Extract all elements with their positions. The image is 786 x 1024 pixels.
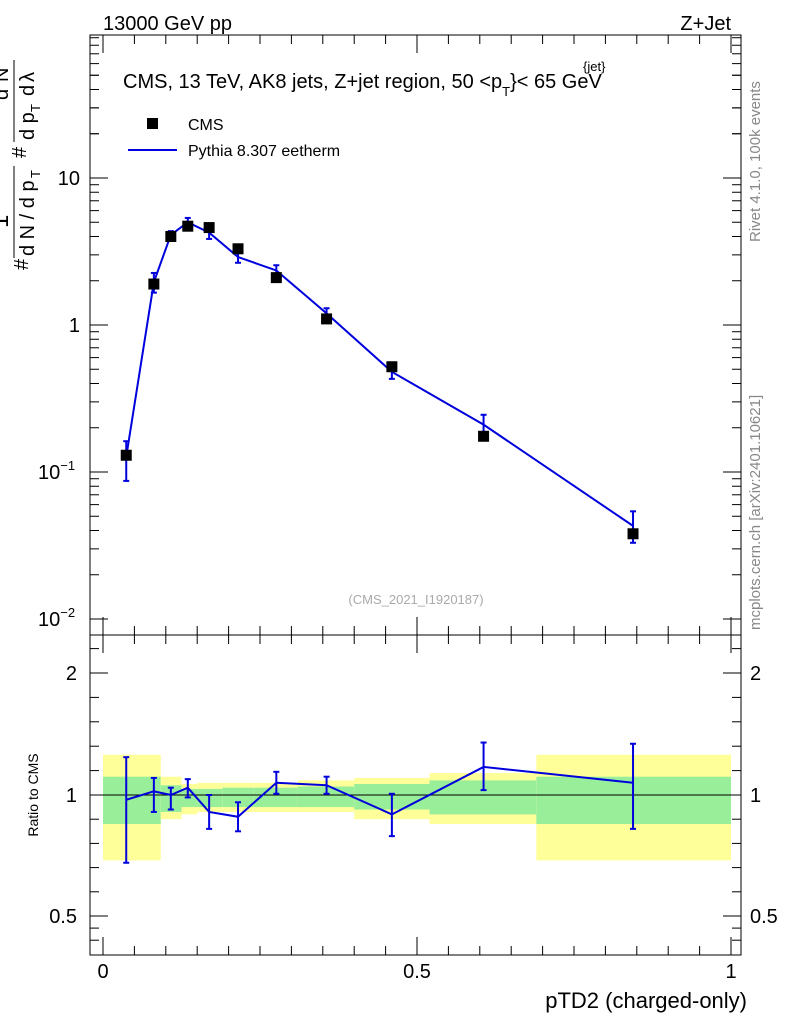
data-point [182, 220, 194, 232]
ratio-ylabel: Ratio to CMS [25, 753, 41, 836]
data-point [165, 230, 177, 242]
svg-text:#: # [11, 258, 33, 270]
legend-cms-label: CMS [188, 117, 224, 134]
data-point [627, 528, 639, 540]
title-main: CMS, 13 TeV, AK8 jets, Z+jet region, 50 … [123, 71, 502, 93]
main-panel: 10−2 10−1 1 10 CMS, 13 TeV, AK8 jets, Z+jet… [38, 34, 742, 636]
svg-text:d: d [0, 89, 13, 100]
x-tick-label: 1 [725, 961, 736, 983]
header-left: 13000 GeV pp [103, 13, 232, 35]
y-tick-label-ratio-right: 1 [750, 785, 761, 807]
data-point [270, 272, 282, 284]
title-end: }< 65 GeV [510, 71, 602, 93]
svg-text:T: T [28, 104, 43, 112]
main-ylabel: # d N / d p T 1 # d p T d λ # d 2 N [0, 60, 43, 270]
y-tick-label-main: 10−1 [38, 458, 75, 484]
svg-text:d: d [17, 85, 39, 96]
data-point [232, 243, 244, 255]
data-point [321, 313, 333, 325]
data-series [120, 220, 639, 540]
svg-text:#: # [9, 146, 31, 158]
data-point [148, 278, 160, 290]
title-sub: T [502, 84, 510, 99]
y-tick-label-ratio: 1 [66, 785, 77, 807]
ratio-ticks: 0.5 0.5 1 1 2 2 [49, 635, 778, 955]
y-tick-label-ratio: 0.5 [49, 906, 77, 928]
analysis-id: (CMS_2021_I1920187) [348, 592, 483, 607]
y-tick-label-ratio-right: 0.5 [750, 906, 778, 928]
legend-cms-marker [147, 118, 158, 129]
ratio-panel: 0.5 0.5 1 1 2 2 [49, 634, 778, 956]
mc-line [125, 221, 634, 527]
x-tick-labels: 0 0.5 1 [97, 961, 736, 983]
y-tick-label-main: 10−2 [38, 605, 75, 631]
mc-series [123, 216, 637, 544]
data-point [120, 449, 132, 461]
stat-band [222, 787, 254, 808]
ratio-series [123, 741, 637, 864]
svg-text:d N / d p: d N / d p [17, 180, 39, 256]
svg-text:2: 2 [0, 82, 1, 88]
data-point [386, 361, 398, 373]
header-right: Z+Jet [680, 13, 731, 35]
main-ticks: 10−2 10−1 1 10 [38, 35, 741, 635]
svg-text:λ: λ [17, 72, 39, 82]
x-tick-label: 0.5 [403, 961, 431, 983]
mcplots-label: mcplots.cern.ch [arXiv:2401.10621] [747, 395, 764, 630]
svg-text:T: T [28, 170, 43, 178]
svg-text:N: N [0, 68, 13, 82]
legend-mc-label: Pythia 8.307 eetherm [188, 143, 340, 160]
y-tick-label-main: 10 [58, 168, 80, 190]
svg-text:1: 1 [0, 215, 14, 228]
svg-text:#: # [0, 108, 5, 120]
svg-text:d p: d p [17, 112, 39, 140]
data-point [203, 222, 215, 234]
title-sup: {jet} [583, 59, 606, 74]
x-tick-label: 0 [97, 961, 108, 983]
y-tick-label-ratio-right: 2 [750, 663, 761, 685]
ratio-bands [103, 754, 731, 861]
y-tick-label-ratio: 2 [66, 663, 77, 685]
chart-title: CMS, 13 TeV, AK8 jets, Z+jet region, 50 … [123, 71, 602, 99]
y-tick-label-main: 1 [69, 315, 80, 337]
x-axis-label: pTD2 (charged-only) [545, 988, 747, 1013]
rivet-label: Rivet 4.1.0, 100k events [747, 81, 764, 242]
stat-band [103, 776, 161, 825]
data-point [478, 430, 490, 442]
